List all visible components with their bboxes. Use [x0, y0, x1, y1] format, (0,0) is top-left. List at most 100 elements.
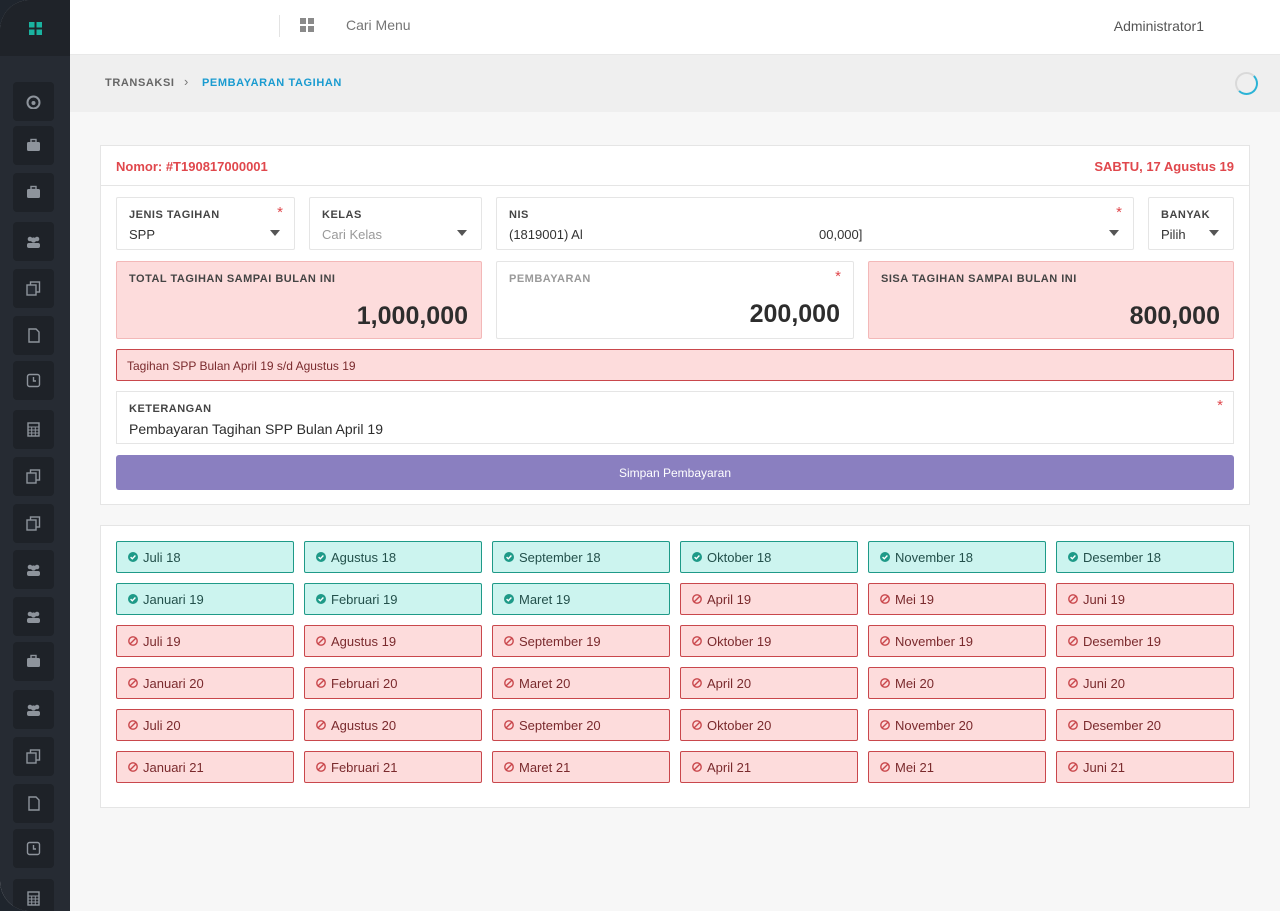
kelas-placeholder: Cari Kelas [322, 227, 382, 242]
required-marker: * [1116, 204, 1122, 221]
topbar-divider [279, 15, 280, 37]
month-item-unpaid[interactable]: Januari 20 [116, 667, 294, 699]
tagihan-info-alert: Tagihan SPP Bulan April 19 s/d Agustus 1… [116, 349, 1234, 381]
month-item-unpaid[interactable]: Juli 20 [116, 709, 294, 741]
month-item-paid[interactable]: Oktober 18 [680, 541, 858, 573]
nis-select[interactable]: NIS * (1819001) Al 00,000] [496, 197, 1134, 250]
nis-value: (1819001) Al [509, 227, 583, 242]
sidebar-item-12[interactable] [13, 597, 54, 636]
month-item-unpaid[interactable]: Juli 19 [116, 625, 294, 657]
month-label: Juni 20 [1083, 675, 1125, 691]
month-label: Maret 21 [519, 759, 571, 775]
banyak-value: Pilih [1161, 227, 1186, 242]
sidebar-item-16[interactable] [13, 784, 54, 823]
ban-icon [128, 762, 138, 772]
sidebar-item-1[interactable] [13, 82, 54, 121]
check-circle-icon [880, 552, 890, 562]
sidebar-item-6[interactable] [13, 316, 54, 355]
month-label: Agustus 19 [331, 633, 397, 649]
pembayaran-input[interactable]: PEMBAYARAN * 200,000 [496, 261, 854, 339]
month-item-unpaid[interactable]: Februari 21 [304, 751, 482, 783]
month-item-unpaid[interactable]: September 20 [492, 709, 670, 741]
sidebar-item-5[interactable] [13, 269, 54, 308]
check-circle-icon [128, 594, 138, 604]
month-item-unpaid[interactable]: Februari 20 [304, 667, 482, 699]
sidebar-item-14[interactable] [13, 690, 54, 729]
breadcrumb-transaksi[interactable]: TRANSAKSI [105, 77, 175, 89]
month-item-unpaid[interactable]: April 21 [680, 751, 858, 783]
ban-icon [128, 636, 138, 646]
month-item-paid[interactable]: Maret 19 [492, 583, 670, 615]
month-label: April 21 [707, 759, 752, 775]
top-bar: Administrator1 [70, 0, 1280, 55]
calculator-icon [27, 422, 40, 437]
month-label: Desember 20 [1083, 717, 1162, 733]
month-item-paid[interactable]: Juli 18 [116, 541, 294, 573]
sidebar-item-11[interactable] [13, 550, 54, 589]
month-item-paid[interactable]: November 18 [868, 541, 1046, 573]
ban-icon [316, 720, 326, 730]
month-item-paid[interactable]: Februari 19 [304, 583, 482, 615]
ban-icon [128, 678, 138, 688]
sidebar-item-18[interactable] [13, 879, 54, 911]
month-label: Juni 19 [1083, 591, 1125, 607]
caret-down-icon [1209, 230, 1219, 236]
month-item-unpaid[interactable]: November 19 [868, 625, 1046, 657]
sidebar-item-10[interactable] [13, 504, 54, 543]
sidebar-item-2[interactable] [13, 126, 54, 165]
app-logo[interactable] [0, 0, 70, 56]
menu-search-input[interactable] [346, 17, 546, 33]
month-item-unpaid[interactable]: Juni 20 [1056, 667, 1234, 699]
month-item-paid[interactable]: Agustus 18 [304, 541, 482, 573]
month-item-unpaid[interactable]: Desember 19 [1056, 625, 1234, 657]
user-menu[interactable]: Administrator1 [1113, 18, 1204, 34]
month-item-unpaid[interactable]: Desember 20 [1056, 709, 1234, 741]
sidebar-item-8[interactable] [13, 410, 54, 449]
banyak-select[interactable]: BANYAK Pilih [1148, 197, 1234, 250]
month-label: Maret 19 [519, 591, 571, 607]
simpan-pembayaran-button[interactable]: Simpan Pembayaran [116, 455, 1234, 490]
month-item-unpaid[interactable]: Januari 21 [116, 751, 294, 783]
month-item-unpaid[interactable]: September 19 [492, 625, 670, 657]
month-item-unpaid[interactable]: April 20 [680, 667, 858, 699]
total-tagihan-box: TOTAL TAGIHAN SAMPAI BULAN INI 1,000,000 [116, 261, 482, 339]
keterangan-field[interactable]: KETERANGAN * Pembayaran Tagihan SPP Bula… [116, 391, 1234, 444]
month-item-unpaid[interactable]: Oktober 20 [680, 709, 858, 741]
required-marker: * [1217, 397, 1223, 414]
month-item-unpaid[interactable]: Maret 20 [492, 667, 670, 699]
month-item-paid[interactable]: September 18 [492, 541, 670, 573]
sidebar-item-7[interactable] [13, 361, 54, 400]
ban-icon [692, 594, 702, 604]
menu-grid-icon[interactable] [300, 18, 314, 37]
month-item-unpaid[interactable]: Maret 21 [492, 751, 670, 783]
ban-icon [504, 636, 514, 646]
month-item-unpaid[interactable]: Mei 19 [868, 583, 1046, 615]
ban-icon [504, 762, 514, 772]
month-item-unpaid[interactable]: Agustus 20 [304, 709, 482, 741]
month-item-paid[interactable]: Desember 18 [1056, 541, 1234, 573]
sidebar-item-15[interactable] [13, 737, 54, 776]
month-item-unpaid[interactable]: April 19 [680, 583, 858, 615]
sidebar-item-4[interactable] [13, 222, 54, 261]
month-label: Mei 20 [895, 675, 935, 691]
kelas-select[interactable]: KELAS Cari Kelas [309, 197, 482, 250]
month-item-unpaid[interactable]: Mei 21 [868, 751, 1046, 783]
sidebar-item-9[interactable] [13, 457, 54, 496]
month-item-unpaid[interactable]: Oktober 19 [680, 625, 858, 657]
keterangan-label: KETERANGAN [129, 403, 212, 415]
document-icon [28, 796, 40, 811]
month-item-unpaid[interactable]: Agustus 19 [304, 625, 482, 657]
jenis-tagihan-select[interactable]: JENIS TAGIHAN * SPP [116, 197, 295, 250]
month-item-unpaid[interactable]: Juni 21 [1056, 751, 1234, 783]
sidebar-item-13[interactable] [13, 642, 54, 681]
month-item-unpaid[interactable]: Juni 19 [1056, 583, 1234, 615]
month-label: Agustus 18 [331, 549, 397, 565]
month-item-unpaid[interactable]: November 20 [868, 709, 1046, 741]
month-item-paid[interactable]: Januari 19 [116, 583, 294, 615]
month-item-unpaid[interactable]: Mei 20 [868, 667, 1046, 699]
ban-icon [504, 678, 514, 688]
sidebar-item-3[interactable] [13, 173, 54, 212]
copy-icon [26, 516, 41, 531]
month-label: Januari 21 [143, 759, 204, 775]
sidebar-item-17[interactable] [13, 829, 54, 868]
